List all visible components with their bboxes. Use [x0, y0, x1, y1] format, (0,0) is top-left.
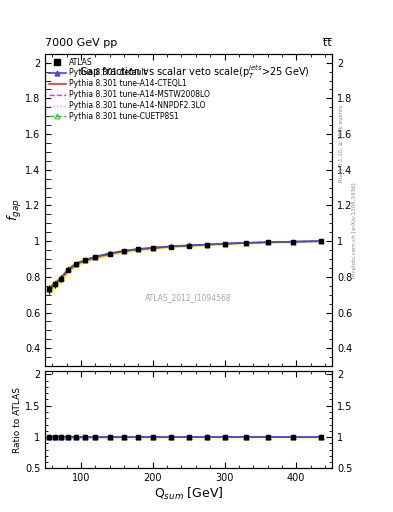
- Text: ATLAS_2012_I1094568: ATLAS_2012_I1094568: [145, 293, 232, 302]
- Text: Rivet 3.1.10, ≥ 100k events: Rivet 3.1.10, ≥ 100k events: [339, 105, 344, 182]
- Legend: ATLAS, Pythia 8.301 default, Pythia 8.301 tune-A14-CTEQL1, Pythia 8.301 tune-A14: ATLAS, Pythia 8.301 default, Pythia 8.30…: [48, 56, 211, 123]
- Text: Gap fraction vs scalar veto scale(p$_T^{jets}$>25 GeV): Gap fraction vs scalar veto scale(p$_T^{…: [79, 63, 310, 81]
- X-axis label: Q$_{sum}$ [GeV]: Q$_{sum}$ [GeV]: [154, 486, 223, 502]
- Y-axis label: f$_{gap}$: f$_{gap}$: [6, 199, 24, 221]
- Text: mcplots.cern.ch [arXiv:1306.3436]: mcplots.cern.ch [arXiv:1306.3436]: [352, 183, 357, 278]
- Text: t̅t̅: t̅t̅: [323, 37, 332, 48]
- Text: 7000 GeV pp: 7000 GeV pp: [45, 37, 118, 48]
- Y-axis label: Ratio to ATLAS: Ratio to ATLAS: [13, 387, 22, 453]
